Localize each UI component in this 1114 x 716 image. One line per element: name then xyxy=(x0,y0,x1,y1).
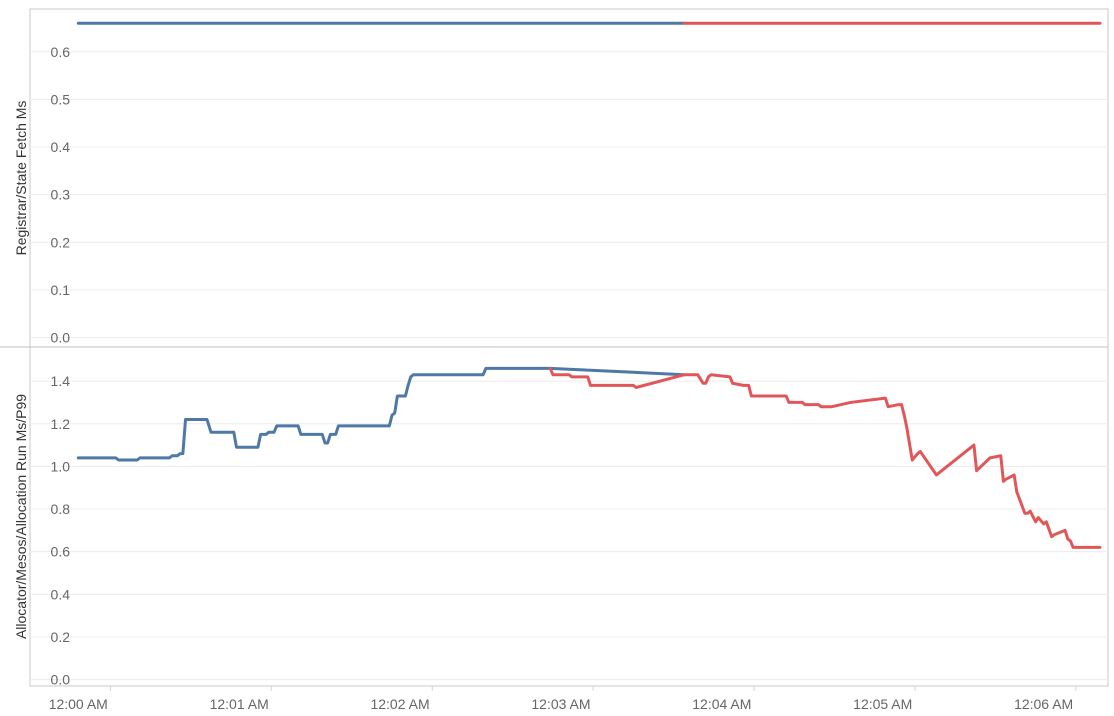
x-tick-label: 12:05 AM xyxy=(853,696,912,712)
panel-allocator-run-p99: 0.0 0.2 0.4 0.6 0.8 1.0 1.2 1.4 Allocator/Mesos/… xyxy=(13,366,1108,688)
series-red-line xyxy=(548,366,1102,549)
x-tick-label: 12:02 AM xyxy=(370,696,429,712)
series-blue-line xyxy=(76,366,686,462)
y-tick-label: 0.5 xyxy=(51,91,71,107)
y-tick-label: 0.0 xyxy=(51,672,71,688)
x-tick-label: 12:01 AM xyxy=(210,696,269,712)
x-tick-label: 12:04 AM xyxy=(692,696,751,712)
y-tick-label: 0.3 xyxy=(51,187,71,203)
y-tick-label: 1.0 xyxy=(51,458,71,474)
y-tick-label: 0.1 xyxy=(51,282,71,298)
y-tick-label: 0.4 xyxy=(51,139,71,155)
y-tick-label: 0.8 xyxy=(51,501,71,517)
y-tick-label: 1.2 xyxy=(51,416,71,432)
x-tick-label: 12:06 AM xyxy=(1014,696,1073,712)
y-axis-title: Registrar/State Fetch Ms xyxy=(13,101,29,256)
y-tick-label: 0.6 xyxy=(51,544,71,560)
y-tick-label: 0.0 xyxy=(51,329,71,345)
y-tick-label: 0.6 xyxy=(51,44,71,60)
x-tick-label: 12:03 AM xyxy=(531,696,590,712)
y-tick-label: 0.2 xyxy=(51,629,71,645)
y-tick-label: 0.2 xyxy=(51,234,71,250)
x-tick-label: 12:00 AM xyxy=(49,696,108,712)
y-axis-title: Allocator/Mesos/Allocation Run Ms/P99 xyxy=(13,394,29,639)
y-tick-label: 0.4 xyxy=(51,586,71,602)
y-tick-label: 1.4 xyxy=(51,373,71,389)
panel-registrar-state-fetch: 0.0 0.1 0.2 0.3 0.4 0.5 0.6 Registrar/State Fet… xyxy=(13,21,1108,345)
